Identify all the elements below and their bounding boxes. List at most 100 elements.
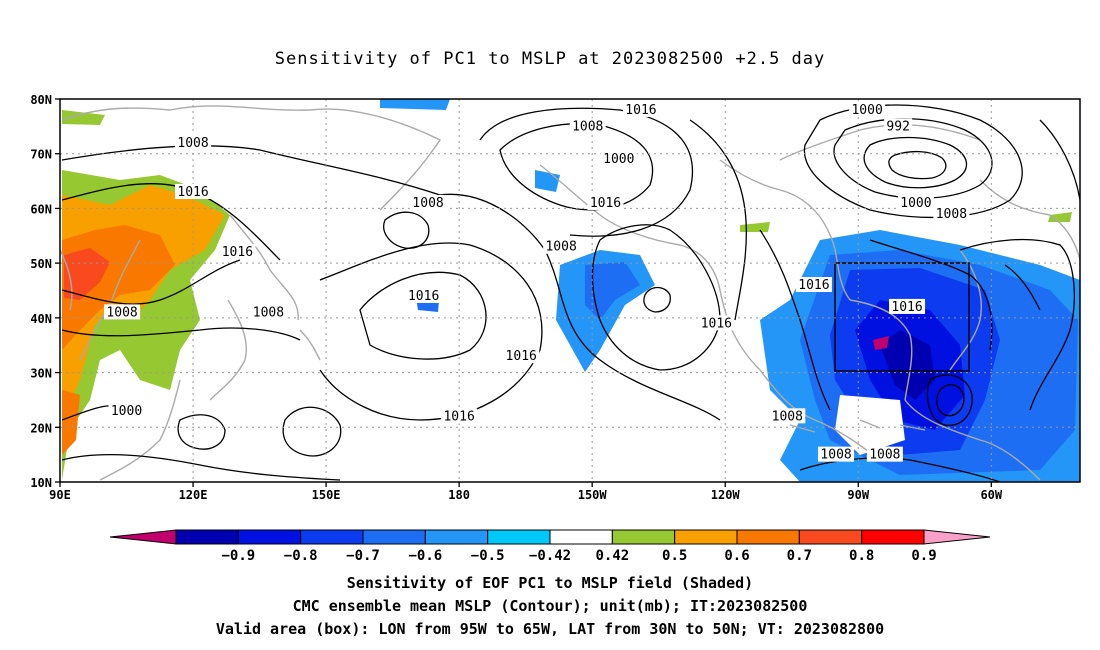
colorbar-label: 0.8 xyxy=(849,548,874,564)
contour-label: 1016 xyxy=(590,196,621,211)
contour-label-bg xyxy=(503,348,540,364)
contour-label: 1008 xyxy=(106,305,137,320)
colorbar-label: −0.5 xyxy=(471,548,505,564)
contour-label-bg xyxy=(543,238,580,254)
contour-label: 1000 xyxy=(111,404,142,419)
contour-label: 1016 xyxy=(177,185,208,200)
footer-line-valid-area: Valid area (box): LON from 95W to 65W, L… xyxy=(215,620,885,638)
colorbar-label: 0.42 xyxy=(595,548,629,564)
colorbar-swatch xyxy=(237,529,302,545)
lat-tick-label: 70N xyxy=(30,148,52,162)
lat-tick-label: 40N xyxy=(30,312,52,326)
contour-label-bg xyxy=(569,118,606,134)
colorbar-swatch xyxy=(861,529,925,545)
contour-label: 1008 xyxy=(177,136,208,151)
contour-label: 1016 xyxy=(408,289,439,304)
contour-label: 1016 xyxy=(222,245,253,260)
contour-label-bg xyxy=(405,287,442,303)
contour-label-bg xyxy=(698,315,735,331)
colorbar-swatch xyxy=(487,529,551,545)
graticule xyxy=(60,99,1080,482)
contour-label-bg xyxy=(441,408,478,424)
colorbar-swatch xyxy=(798,529,863,545)
colorbar-label: −0.8 xyxy=(284,548,318,564)
contour-label: 1008 xyxy=(545,240,576,255)
sensitivity-map: 1008 1016 1016 1008 1008 1008 1016 1016 1016 1000… xyxy=(30,93,1081,564)
contour-label: 1000 xyxy=(851,103,882,118)
contour-label-bg xyxy=(795,277,832,293)
lat-tick-label: 80N xyxy=(30,93,52,107)
coastlines xyxy=(60,105,1080,481)
contour-label-bg xyxy=(587,194,624,210)
lat-tick-label: 50N xyxy=(30,257,52,271)
contour-label: 1008 xyxy=(253,305,284,320)
contour-label-bg xyxy=(175,134,212,150)
contour-label: 1008 xyxy=(772,409,803,424)
contour-label: 992 xyxy=(886,119,909,134)
colorbar-swatch xyxy=(424,529,489,545)
contour-label: 1016 xyxy=(506,349,537,364)
colorbar-label: −0.7 xyxy=(346,548,380,564)
mslp-contours xyxy=(61,104,1080,482)
contour-label: 1008 xyxy=(412,196,443,211)
colorbar-min-arrow xyxy=(109,529,177,545)
lon-tick-label: 120W xyxy=(711,488,741,502)
contour-label-bg xyxy=(933,205,970,221)
contour-label-bg xyxy=(622,101,659,117)
contour-label-bg xyxy=(410,194,447,210)
lon-tick-label: 180 xyxy=(448,488,470,502)
colorbar-label: 0.7 xyxy=(787,548,812,564)
contour-label-bg xyxy=(600,151,637,167)
contour-label: 1016 xyxy=(891,300,922,315)
map-frame xyxy=(59,98,1081,483)
contour-label: 1016 xyxy=(798,278,829,293)
lon-tick-label: 90W xyxy=(847,488,869,502)
colorbar-swatch xyxy=(362,529,426,545)
contour-label: 1008 xyxy=(869,448,900,463)
contour-label-bg xyxy=(849,101,886,117)
contour-labels: 1008 1016 1016 1008 1008 1008 1016 1016 1016 1000… xyxy=(104,101,970,463)
contour-label-bg xyxy=(250,304,287,320)
contour-label-bg xyxy=(866,446,903,462)
colorbar-label: −0.6 xyxy=(408,548,442,564)
colorbar-label: 0.5 xyxy=(662,548,687,564)
lon-tick-label: 90E xyxy=(49,488,71,502)
contour-label: 1016 xyxy=(701,316,732,331)
colorbar: −0.9 −0.8 −0.7 −0.6 −0.5 −0.42 0.42 0.5 0.6 0.7 0.… xyxy=(109,529,991,564)
colorbar-swatch xyxy=(611,529,676,545)
colorbar-swatch xyxy=(674,529,738,545)
lat-tick-label: 30N xyxy=(30,367,52,381)
contour-label-bg xyxy=(897,194,934,210)
colorbar-label: 0.6 xyxy=(724,548,749,564)
lat-tick-label: 60N xyxy=(30,202,52,216)
lon-tick-label: 60W xyxy=(980,488,1002,502)
contour-label-bg xyxy=(884,118,913,134)
contour-label-bg xyxy=(889,298,926,314)
colorbar-swatch xyxy=(549,529,613,545)
contour-label-bg xyxy=(104,304,141,320)
footer-line-contour: CMC ensemble mean MSLP (Contour); unit(m… xyxy=(292,597,808,615)
contour-label: 1000 xyxy=(900,196,931,211)
contour-label-bg xyxy=(108,402,145,418)
footer-line-shaded: Sensitivity of EOF PC1 to MSLP field (Sh… xyxy=(346,574,754,592)
map-title: Sensitivity of PC1 to MSLP at 2023082500… xyxy=(274,49,826,69)
contour-label: 1000 xyxy=(603,152,634,167)
colorbar-label: −0.42 xyxy=(529,548,571,564)
positive-sensitivity-shading xyxy=(62,110,1072,480)
lat-tick-label: 20N xyxy=(30,421,52,435)
contour-label: 1016 xyxy=(443,409,474,424)
contour-label: 1016 xyxy=(625,103,656,118)
colorbar-label: −0.9 xyxy=(221,548,255,564)
contour-label-bg xyxy=(818,446,855,462)
colorbar-swatch xyxy=(175,529,239,545)
colorbar-max-arrow xyxy=(923,529,991,545)
contour-label: 1008 xyxy=(820,448,851,463)
contour-label-bg xyxy=(769,408,806,424)
lon-tick-label: 150W xyxy=(578,488,608,502)
contour-label: 1008 xyxy=(572,119,603,134)
colorbar-label: 0.9 xyxy=(911,548,936,564)
contour-label-bg xyxy=(175,184,212,200)
lon-tick-label: 120E xyxy=(179,488,208,502)
lat-tick-label: 10N xyxy=(30,476,52,490)
